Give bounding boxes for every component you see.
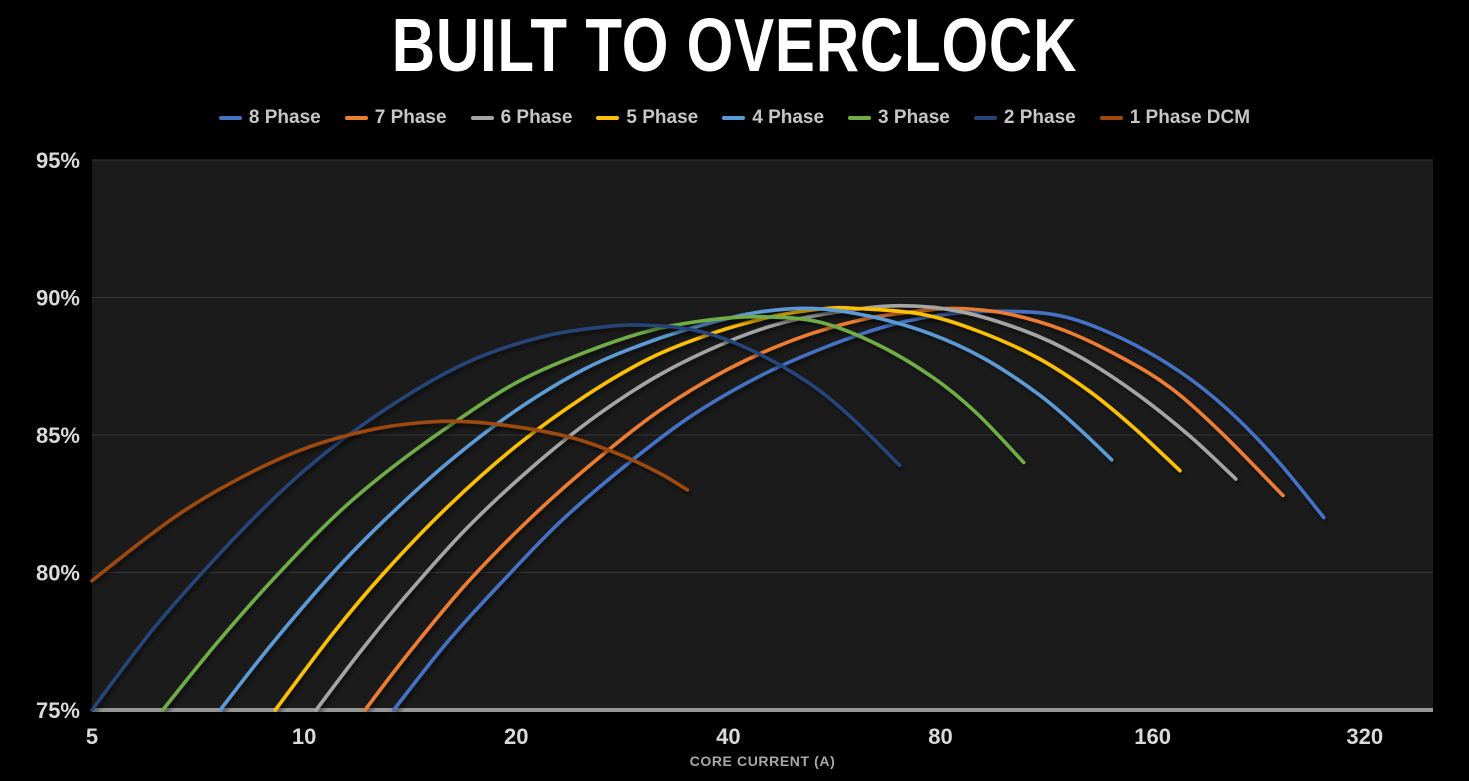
x-tick-label-160: 160 (1134, 724, 1171, 749)
legend-swatch-5-phase (596, 116, 620, 120)
series-line-2-phase (90, 323, 902, 712)
x-tick-label-80: 80 (928, 724, 952, 749)
y-tick-label-95: 95% (36, 148, 80, 173)
x-axis-title: CORE CURRENT (A) (689, 753, 836, 769)
x-tick-label-20: 20 (504, 724, 528, 749)
legend-swatch-4-phase (722, 116, 746, 120)
legend-label-2-phase: 2 Phase (1003, 107, 1076, 128)
series-line-6-phase (314, 303, 1238, 712)
y-tick-label-85: 85% (36, 423, 80, 448)
chart-legend: 8 Phase 7 Phase 6 Phase 5 Phase 4 Phase 3 Pha… (0, 107, 1469, 129)
x-tick-label-10: 10 (292, 724, 316, 749)
legend-label-5-phase: 5 Phase (626, 107, 699, 128)
x-axis-line (92, 708, 1433, 712)
legend-swatch-2-phase (973, 116, 997, 120)
legend-item-2-phase: 2 Phase (973, 107, 1076, 129)
x-tick-label-5: 5 (86, 724, 98, 749)
series-line-4-phase (218, 306, 1114, 712)
legend-item-1-phase-dcm: 1 Phase DCM (1099, 107, 1251, 129)
chart-title-text: BUILT TO OVERCLOCK (391, 3, 1078, 87)
y-tick-label-75: 75% (36, 698, 80, 723)
legend-item-7-phase: 7 Phase (344, 107, 447, 129)
legend-label-7-phase: 7 Phase (374, 107, 447, 128)
series-line-7-phase (363, 306, 1285, 712)
legend-swatch-1-phase-dcm (1099, 116, 1123, 120)
legend-item-4-phase: 4 Phase (722, 107, 824, 129)
legend-label-1-phase-dcm: 1 Phase DCM (1129, 107, 1251, 128)
chart-title: BUILT TO OVERCLOCK (0, 8, 1469, 83)
legend-label-4-phase: 4 Phase (752, 107, 825, 128)
legend-label-8-phase: 8 Phase (248, 107, 321, 128)
legend-swatch-7-phase (344, 116, 368, 120)
legend-item-8-phase: 8 Phase (218, 107, 321, 129)
legend-swatch-3-phase (848, 116, 872, 120)
legend-swatch-6-phase (470, 116, 494, 120)
x-tick-label-320: 320 (1346, 724, 1383, 749)
y-tick-label-80: 80% (36, 561, 80, 586)
series-line-5-phase (273, 305, 1182, 712)
series-line-8-phase (391, 309, 1326, 712)
legend-label-6-phase: 6 Phase (500, 107, 573, 128)
legend-swatch-8-phase (218, 116, 242, 120)
x-tick-label-40: 40 (716, 724, 740, 749)
y-tick-label-90: 90% (36, 286, 80, 311)
legend-item-5-phase: 5 Phase (596, 107, 698, 129)
series-line-3-phase (160, 314, 1026, 712)
legend-label-3-phase: 3 Phase (878, 107, 950, 128)
legend-item-6-phase: 6 Phase (470, 107, 573, 129)
legend-item-3-phase: 3 Phase (848, 107, 950, 129)
series-line-1-phase-dcm (90, 419, 690, 583)
